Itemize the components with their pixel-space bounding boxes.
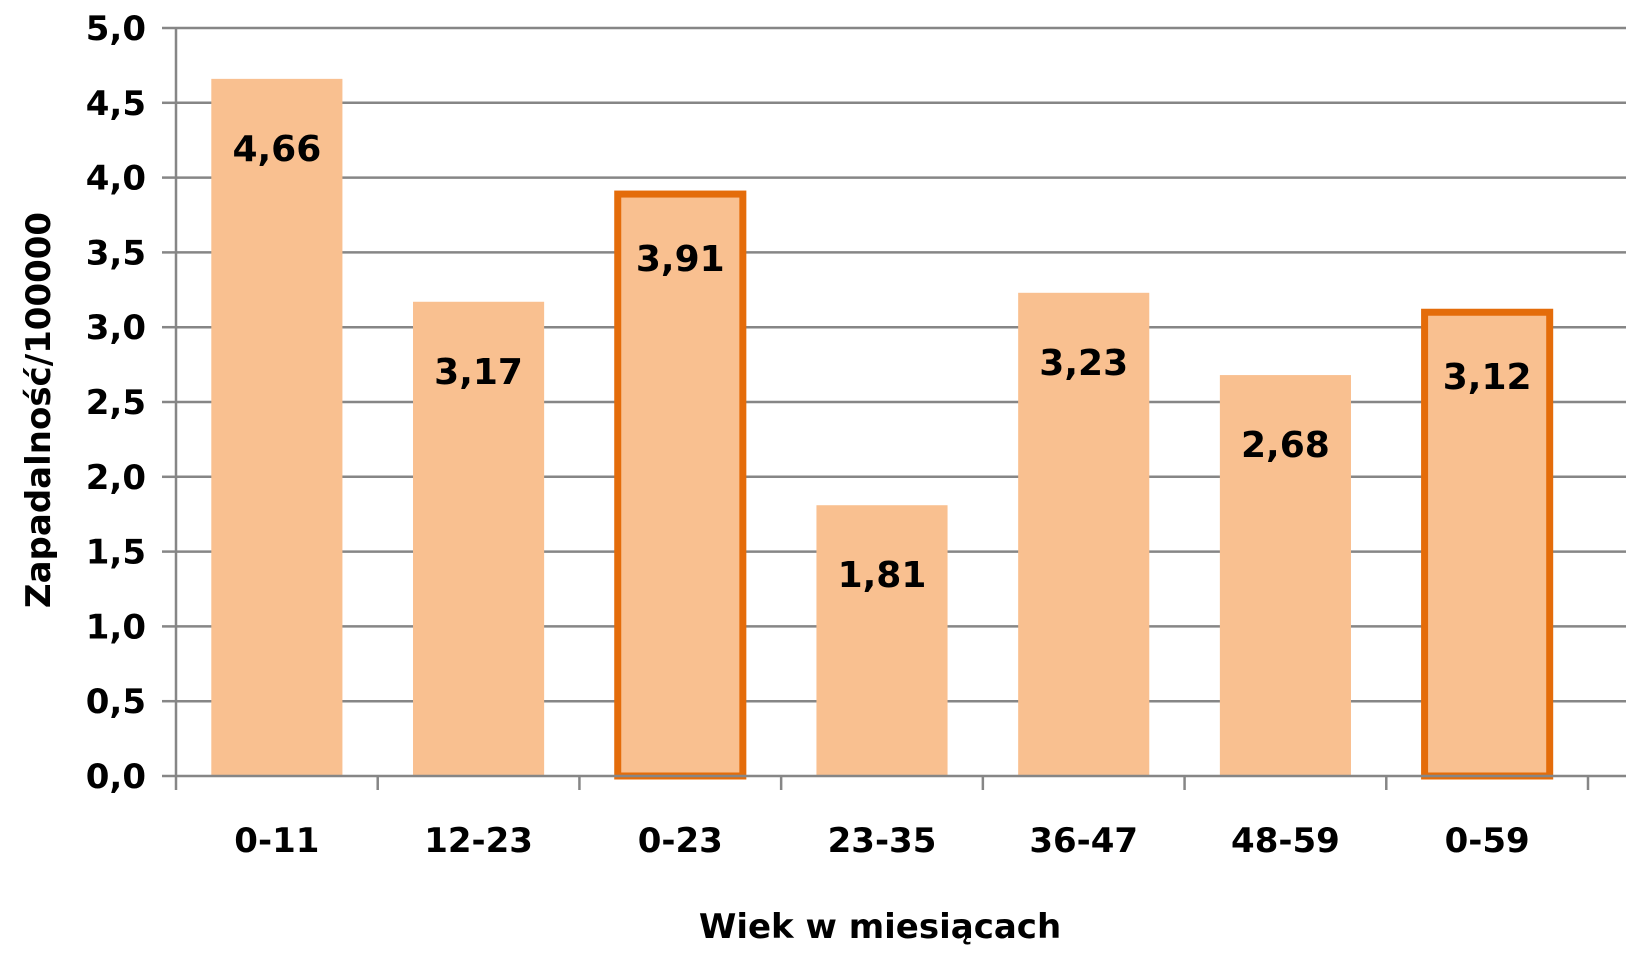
y-tick-label: 4,0: [86, 159, 146, 199]
y-axis-title: Zapadalność/100000: [19, 212, 59, 608]
x-tick-label: 36-47: [1029, 821, 1138, 861]
y-tick-label: 3,5: [86, 233, 146, 273]
bars: [211, 78, 1554, 780]
data-labels: 4,66 3,17 3,91 1,81 3,23 2,68 3,12: [232, 129, 1531, 596]
y-axis-ticks: 0,0 0,5 1,0 1,5 2,0 2,5 3,0 3,5 4,0 4,5 5,0: [86, 9, 176, 797]
y-tick-label: 1,5: [86, 533, 146, 573]
data-label: 2,68: [1241, 425, 1330, 466]
bar: [211, 78, 343, 776]
x-axis-title: Wiek w miesiącach: [699, 907, 1061, 947]
x-tick-label: 12-23: [424, 821, 533, 861]
y-tick-label: 4,5: [86, 84, 146, 124]
bar: [1219, 375, 1351, 776]
data-label: 1,81: [838, 555, 927, 596]
data-label: 4,66: [232, 129, 321, 170]
bar: [1421, 308, 1554, 780]
bar: [1018, 292, 1150, 776]
y-tick-label: 0,0: [86, 757, 146, 797]
x-axis-ticks: 0-11 12-23 0-23 23-35 36-47 48-59 0-59: [174, 776, 1590, 861]
data-label: 3,12: [1443, 357, 1532, 398]
x-tick-label: 0-23: [638, 821, 723, 861]
y-tick-label: 3,0: [86, 308, 146, 348]
y-tick-label: 5,0: [86, 9, 146, 49]
x-tick-label: 0-59: [1445, 821, 1530, 861]
data-label: 3,23: [1039, 343, 1128, 384]
y-tick-label: 1,0: [86, 607, 146, 647]
x-tick-label: 23-35: [828, 821, 937, 861]
bar: [816, 505, 948, 776]
bar: [614, 190, 747, 780]
data-label: 3,17: [434, 352, 523, 393]
data-label: 3,91: [636, 239, 725, 280]
bar: [413, 301, 545, 776]
y-tick-label: 2,5: [86, 383, 146, 423]
y-tick-label: 0,5: [86, 682, 146, 722]
x-tick-label: 48-59: [1231, 821, 1340, 861]
y-tick-label: 2,0: [86, 458, 146, 498]
x-tick-label: 0-11: [234, 821, 319, 861]
